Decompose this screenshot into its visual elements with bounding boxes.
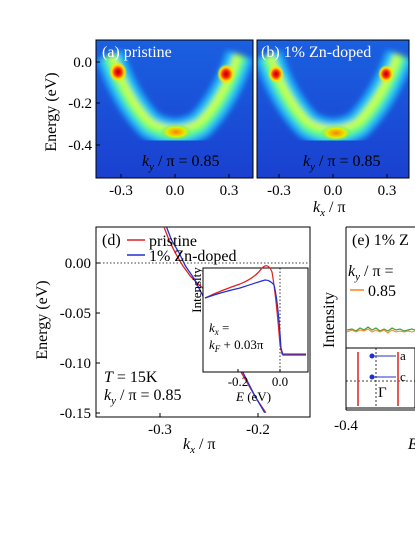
panel-e-legend-value: 0.85 (368, 283, 396, 300)
panel-d-y-axis: 0.00 -0.05 -0.10 -0.15 Energy (eV) (34, 256, 100, 422)
top-a-xtick-2: 0.3 (220, 183, 239, 199)
panel-e-gamma: Γ (378, 385, 387, 401)
panel-e-orange-curve (346, 328, 415, 334)
panel-d-ytick-3: -0.15 (60, 406, 91, 422)
panel-d-inset: Intensity kx = kF + 0.03π -0.2 0.0 E (eV… (189, 265, 309, 404)
top-y-axis: 0.0 -0.2 -0.4 Energy (eV) (43, 55, 100, 154)
panel-e-xlabel: E (407, 436, 415, 453)
inset-xlabel: E (eV) (235, 389, 271, 404)
panel-e-inset-label-c: c (400, 369, 406, 384)
top-ytick-2: -0.4 (68, 138, 92, 154)
inset-ylabel: Intensity (189, 267, 204, 313)
inset-kx-line1: kx = (209, 320, 229, 337)
top-ylabel: Energy (eV) (43, 72, 60, 151)
panel-e-ylabel: Intensity (321, 292, 338, 348)
panel-a-ky-annotation: ky / π = 0.85 (142, 153, 220, 173)
top-ytick-1: -0.2 (68, 96, 92, 112)
top-ytick-0: 0.0 (73, 55, 92, 71)
top-x-axis: -0.3 0.0 0.3 -0.3 0.0 0.3 kx / π (109, 174, 396, 219)
panel-d-label: (d) (102, 232, 121, 249)
top-a-xtick-0: -0.3 (109, 183, 133, 199)
legend-pristine-label: pristine (149, 233, 197, 250)
panel-d-xtick-1: -0.2 (246, 422, 270, 438)
inset-xtick-0: -0.2 (228, 374, 249, 389)
panel-d-ky-annotation: ky / π = 0.85 (104, 387, 182, 407)
top-a-xtick-1: 0.0 (166, 183, 185, 199)
panel-e-inset-label-a: a (400, 348, 406, 363)
panel-d-xlabel: kx / π (183, 436, 216, 456)
panel-d-ytick-1: -0.05 (60, 306, 91, 322)
panel-d-x-axis: -0.3 -0.2 kx / π (148, 413, 270, 456)
temperature-label: T = 15K (104, 369, 158, 386)
panel-d-xtick-0: -0.3 (148, 422, 172, 438)
panel-d-ylabel: Energy (eV) (34, 280, 51, 359)
panel-e-green-curve (346, 326, 415, 332)
inset-xtick-1: 0.0 (272, 374, 288, 389)
top-b-xtick-2: 0.3 (378, 183, 397, 199)
panel-b-label: (b) 1% Zn-doped (261, 44, 371, 61)
panel-a-heatmap (96, 40, 253, 178)
panel-b-ky-annotation: ky / π = 0.85 (303, 153, 381, 173)
top-b-xtick-0: -0.3 (267, 183, 291, 199)
inset-kx-line2: kF + 0.03π (209, 337, 264, 354)
panel-d-ytick-2: -0.10 (60, 356, 91, 372)
top-xlabel: kx / π (313, 199, 346, 219)
legend-zn-label: 1% Zn-doped (149, 248, 237, 265)
inset-zn-curve (204, 279, 306, 356)
inset-pristine-curve (204, 265, 306, 355)
panel-b-heatmap (257, 40, 409, 178)
panel-e-xtick: -0.4 (334, 418, 358, 434)
top-b-xtick-1: 0.0 (324, 183, 343, 199)
panel-d-frame (95, 226, 311, 418)
panel-a-label: (a) pristine (102, 44, 172, 61)
panel-d-ytick-0: 0.00 (65, 256, 91, 272)
panel-e-ky-annotation: ky / π = (348, 263, 394, 283)
panel-e: (e) 1% Z ky / π = 0.85 Intensity a c Γ -… (321, 226, 415, 453)
panel-e-label: (e) 1% Z (352, 232, 409, 249)
